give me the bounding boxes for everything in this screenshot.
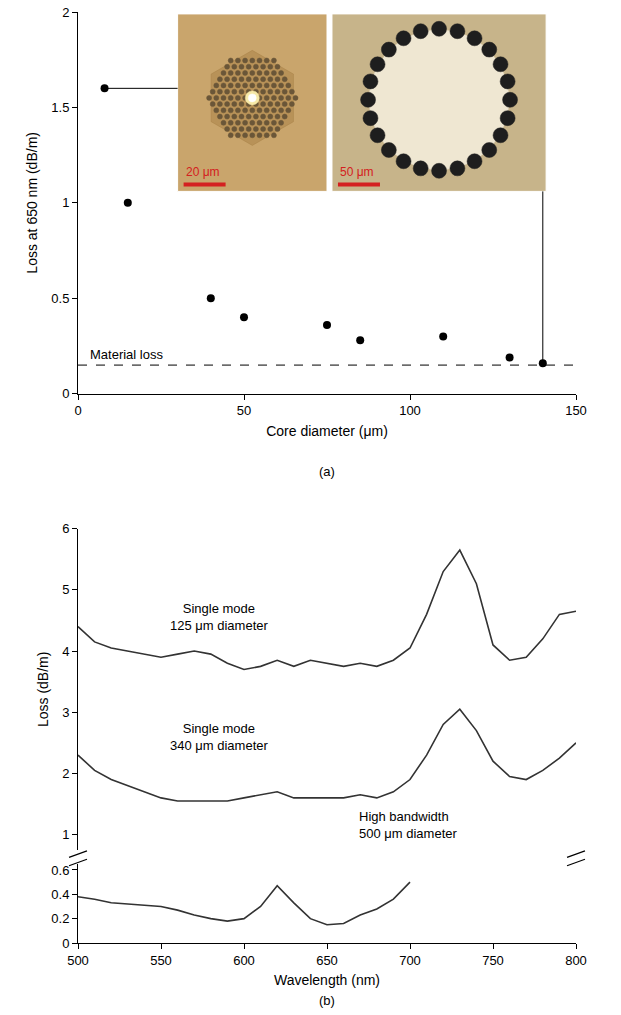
svg-text:Wavelength (nm): Wavelength (nm) (274, 972, 380, 988)
svg-text:650: 650 (316, 953, 338, 968)
svg-text:Single mode340 μm diameter: Single mode340 μm diameter (170, 721, 268, 753)
svg-text:3: 3 (62, 705, 69, 720)
svg-text:0: 0 (74, 403, 81, 418)
svg-text:0: 0 (62, 936, 69, 951)
svg-text:Loss at 650 nm (dB/m): Loss at 650 nm (dB/m) (24, 132, 40, 274)
svg-text:0.2: 0.2 (51, 911, 69, 926)
svg-text:(b): (b) (319, 993, 335, 1008)
svg-text:5: 5 (62, 582, 69, 597)
svg-text:20 μm: 20 μm (186, 165, 220, 179)
svg-text:500: 500 (67, 953, 89, 968)
svg-text:2: 2 (62, 766, 69, 781)
svg-text:Material loss: Material loss (90, 347, 163, 362)
svg-text:0.5: 0.5 (51, 291, 69, 306)
svg-text:1: 1 (62, 195, 69, 210)
svg-text:0: 0 (62, 386, 69, 401)
svg-text:50: 50 (237, 403, 251, 418)
svg-text:2: 2 (62, 5, 69, 20)
svg-text:150: 150 (565, 403, 587, 418)
svg-text:750: 750 (482, 953, 504, 968)
svg-text:High bandwidth500 μm diameter: High bandwidth500 μm diameter (359, 809, 457, 841)
svg-text:6: 6 (62, 521, 69, 536)
svg-text:4: 4 (62, 644, 69, 659)
svg-text:(a): (a) (319, 464, 335, 479)
svg-text:100: 100 (399, 403, 421, 418)
svg-text:550: 550 (150, 953, 172, 968)
svg-text:Loss (dB/m): Loss (dB/m) (35, 652, 51, 727)
svg-text:0.4: 0.4 (51, 887, 69, 902)
svg-text:600: 600 (233, 953, 255, 968)
svg-text:Core diameter (μm): Core diameter (μm) (266, 423, 388, 439)
svg-text:800: 800 (565, 953, 587, 968)
svg-text:50 μm: 50 μm (340, 165, 374, 179)
svg-text:Single mode125 μm diameter: Single mode125 μm diameter (170, 601, 268, 633)
svg-text:0.6: 0.6 (51, 863, 69, 878)
svg-text:1: 1 (62, 827, 69, 842)
svg-text:1.5: 1.5 (51, 100, 69, 115)
svg-text:700: 700 (399, 953, 421, 968)
